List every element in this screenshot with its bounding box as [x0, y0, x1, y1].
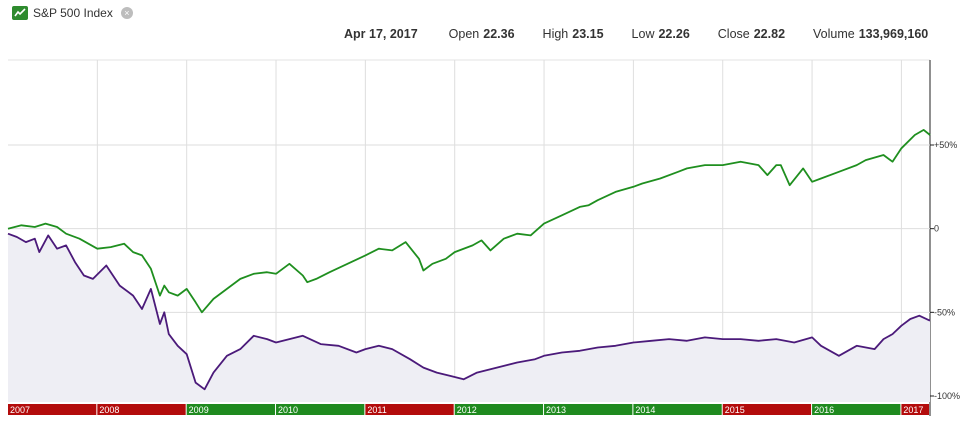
series-line-1 [7, 128, 931, 314]
x-tick-label: 2015 [725, 405, 745, 415]
year-band [97, 404, 186, 415]
x-tick-label: 2017 [903, 405, 923, 415]
x-tick-label: 2007 [10, 405, 30, 415]
quote-date: Apr 17, 2017 [344, 27, 418, 41]
x-tick-label: 2016 [814, 405, 834, 415]
volume-label: Volume [813, 27, 855, 41]
volume-value: 133,969,160 [858, 27, 929, 41]
year-band [276, 404, 365, 415]
high-label: High [542, 27, 569, 41]
low-label: Low [631, 27, 655, 41]
x-tick-label: 2008 [99, 405, 119, 415]
y-tick-label: -50% [934, 307, 955, 317]
quote-open: Open 22.36 [449, 27, 515, 41]
year-band [722, 404, 812, 415]
year-band [365, 404, 454, 415]
open-label: Open [448, 27, 480, 41]
x-tick-label: 2009 [189, 405, 209, 415]
year-band [8, 404, 97, 415]
chart-legend: S&P 500 Index × [12, 4, 133, 22]
series-line-2 [7, 232, 931, 391]
y-tick-label: -100% [934, 391, 960, 401]
line-chart-icon [12, 6, 28, 20]
close-value: 22.82 [753, 27, 786, 41]
x-tick-label: 2014 [635, 405, 655, 415]
y-tick-label: 0 [934, 224, 939, 234]
low-value: 22.26 [658, 27, 690, 41]
open-value: 22.36 [483, 27, 515, 41]
quote-volume: Volume 133,969,160 [813, 27, 928, 41]
y-tick-label: +50% [934, 140, 957, 150]
quote-high: High 23.15 [543, 27, 604, 41]
close-label: Close [717, 27, 750, 41]
year-band [901, 404, 929, 415]
x-tick-label: 2010 [278, 405, 298, 415]
year-band [454, 404, 544, 415]
quote-low: Low 22.26 [632, 27, 690, 41]
year-band [812, 404, 901, 415]
close-circle-icon[interactable]: × [120, 7, 133, 19]
year-band [186, 404, 276, 415]
year-band [544, 404, 633, 415]
high-value: 23.15 [572, 27, 604, 41]
x-tick-label: 2012 [457, 405, 477, 415]
legend-label: S&P 500 Index [33, 6, 113, 20]
quote-close: Close 22.82 [718, 27, 785, 41]
year-band [633, 404, 722, 415]
x-tick-label: 2013 [546, 405, 566, 415]
quote-bar: Apr 17, 2017 Open 22.36 High 23.15 Low 22.2… [344, 27, 928, 41]
series-area-fill [8, 233, 930, 402]
x-tick-label: 2011 [367, 405, 386, 415]
